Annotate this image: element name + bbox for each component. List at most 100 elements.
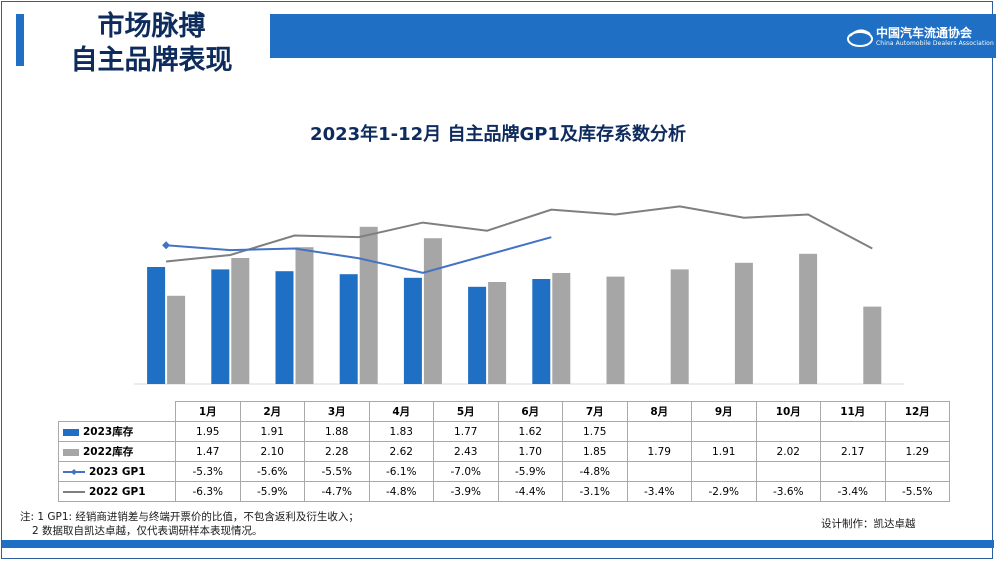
table-cell: 1.88	[304, 421, 370, 442]
series-label: 2023 GP1	[58, 461, 176, 482]
bar-2023-inventory	[403, 277, 422, 384]
series-label: 2022库存	[58, 441, 176, 462]
table-cell	[820, 461, 886, 482]
table-cell: 1.91	[239, 421, 305, 442]
table-cell: 1.29	[884, 441, 950, 462]
bar-2022-inventory	[670, 269, 689, 384]
table-cell: 2.02	[755, 441, 821, 462]
page-title: 市场脉搏 自主品牌表现	[34, 10, 269, 78]
accent-bar	[16, 14, 24, 66]
table-cell: 2.62	[368, 441, 434, 462]
table-cell: -5.3%	[175, 461, 241, 482]
table-row: 2023库存 1.95 1.91 1.88 1.83 1.77 1.62 1.75	[58, 421, 950, 442]
series-name: 2022库存	[83, 446, 134, 458]
table-cell: -5.5%	[304, 461, 370, 482]
table-cell	[691, 461, 757, 482]
table-cell: -3.9%	[433, 481, 499, 502]
logo-en-text: China Automobile Dealers Association	[876, 40, 994, 47]
table-cell	[755, 461, 821, 482]
table-cell: -4.8%	[562, 461, 628, 482]
table-cell: 1.62	[497, 421, 563, 442]
logo-mark-icon	[847, 29, 873, 47]
bar-2022-inventory	[734, 262, 753, 384]
header-band	[270, 14, 996, 58]
table-cell	[626, 461, 692, 482]
table-cell: -4.4%	[497, 481, 563, 502]
table-cell: 2.10	[239, 441, 305, 462]
table-cell	[820, 421, 886, 442]
bar-2023-inventory	[339, 274, 358, 384]
table-cell: 2.17	[820, 441, 886, 462]
table-cell	[626, 421, 692, 442]
month-header: 1月	[175, 401, 241, 422]
month-header: 8月	[626, 401, 692, 422]
series-name: 2022 GP1	[89, 485, 146, 498]
month-header: 4月	[368, 401, 434, 422]
table-cell: 1.91	[691, 441, 757, 462]
table-cell: 1.83	[368, 421, 434, 442]
bar-2022-inventory	[552, 273, 571, 384]
table-cell: -3.6%	[755, 481, 821, 502]
table-cell: -5.5%	[884, 481, 950, 502]
table-cell: 1.70	[497, 441, 563, 462]
month-header: 7月	[562, 401, 628, 422]
line-2023-gp1-marker	[162, 241, 171, 250]
legend-swatch-2022-inventory	[63, 448, 79, 456]
chart-plot	[134, 205, 905, 385]
month-header: 3月	[304, 401, 370, 422]
month-header: 2月	[239, 401, 305, 422]
table-cell: 1.85	[562, 441, 628, 462]
title-line-2: 自主品牌表现	[70, 45, 233, 76]
table-cell: -3.4%	[626, 481, 692, 502]
table-cell: 1.77	[433, 421, 499, 442]
table-corner	[58, 401, 176, 422]
bar-2022-inventory	[359, 226, 378, 384]
bar-2022-inventory	[799, 253, 818, 384]
line-2022-gp1	[165, 205, 873, 263]
footnote: 注: 1 GP1: 经销商进销差与终端开票价的比值，不包含返利及衍生收入； 2 …	[20, 510, 359, 538]
month-header: 6月	[497, 401, 563, 422]
bar-2023-inventory	[211, 269, 230, 384]
legend-swatch-2023-inventory	[63, 428, 79, 436]
table-cell: -3.1%	[562, 481, 628, 502]
table-cell: -4.8%	[368, 481, 434, 502]
month-header: 11月	[820, 401, 886, 422]
table-cell: -6.3%	[175, 481, 241, 502]
bar-2023-inventory	[275, 271, 294, 384]
bar-2022-inventory	[423, 238, 442, 384]
bar-2022-inventory	[167, 295, 186, 384]
table-cell	[884, 421, 950, 442]
bar-2022-inventory	[231, 258, 250, 384]
footnote-line-2: 2 数据取自凯达卓越，仅代表调研样本表现情况。	[32, 525, 263, 537]
table-cell: -5.9%	[239, 481, 305, 502]
table-cell: -5.6%	[239, 461, 305, 482]
series-name: 2023库存	[83, 426, 134, 438]
line-2023-gp1	[166, 236, 552, 274]
table-cell: -2.9%	[691, 481, 757, 502]
month-header: 12月	[884, 401, 950, 422]
table-cell: -3.4%	[820, 481, 886, 502]
chart-title: 2023年1-12月 自主品牌GP1及库存系数分析	[310, 124, 686, 145]
table-cell: 1.79	[626, 441, 692, 462]
footnote-line-1: 注: 1 GP1: 经销商进销差与终端开票价的比值，不包含返利及衍生收入；	[20, 511, 359, 523]
table-cell	[884, 461, 950, 482]
month-header: 9月	[691, 401, 757, 422]
legend-swatch-2023-gp1	[63, 468, 85, 475]
legend-swatch-2022-gp1	[63, 490, 85, 493]
bar-2023-inventory	[532, 279, 551, 384]
series-label: 2022 GP1	[58, 481, 176, 502]
bar-2022-inventory	[295, 247, 314, 384]
table-cell: 2.28	[304, 441, 370, 462]
table-cell: 1.95	[175, 421, 241, 442]
data-table: 1月 2月 3月 4月 5月 6月 7月 8月 9月 10月 11月 12月 2023库存 1.95 1.…	[58, 401, 950, 502]
series-name: 2023 GP1	[89, 465, 146, 478]
bar-2022-inventory	[606, 276, 625, 384]
table-cell: 1.47	[175, 441, 241, 462]
design-credit: 设计制作：凯达卓越	[821, 518, 916, 530]
table-header-row: 1月 2月 3月 4月 5月 6月 7月 8月 9月 10月 11月 12月	[58, 401, 950, 422]
table-cell: 2.43	[433, 441, 499, 462]
bar-2022-inventory	[488, 282, 507, 384]
table-cell: -5.9%	[497, 461, 563, 482]
logo-cn-text: 中国汽车流通协会	[876, 26, 973, 40]
